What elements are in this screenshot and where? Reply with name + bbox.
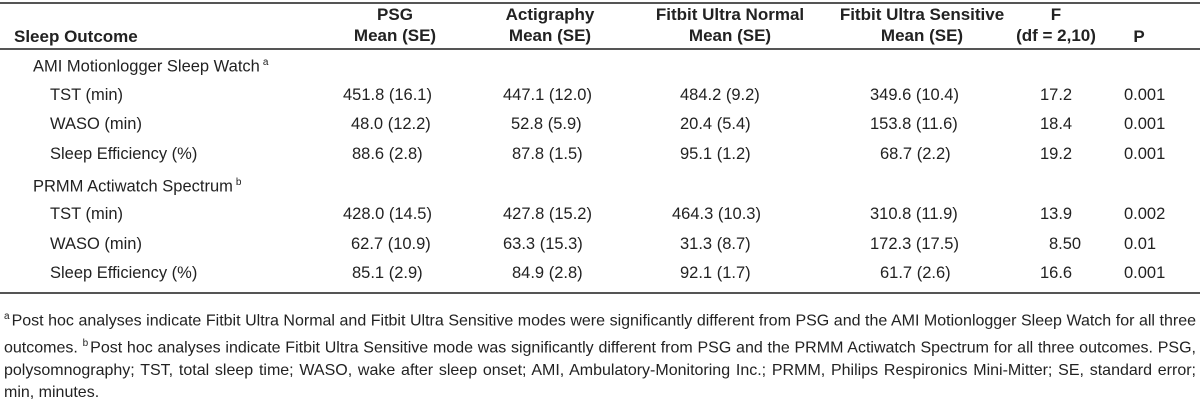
table-cell-fitbit-sensitive: 153.8 (11.6) (870, 115, 958, 133)
table-cell-fitbit-sensitive: 61.7 (2.6) (880, 264, 951, 282)
header-psg-label: PSG (377, 5, 413, 24)
header-fitbit-normal: Fitbit Ultra Normal Mean (SE) (640, 4, 820, 46)
table-row: Sleep Efficiency (%) (50, 145, 198, 163)
table-row: TST (min) (50, 86, 124, 104)
table-cell-actigraphy: 84.9 (2.8) (512, 264, 583, 282)
table-row: Sleep Efficiency (%) (50, 264, 198, 282)
header-actigraphy: Actigraphy Mean (SE) (480, 4, 620, 46)
table-cell-f: 19.2 (1040, 145, 1073, 163)
header-actigraphy-sub: Mean (SE) (508, 26, 592, 45)
header-fitbit-normal-sub: Mean (SE) (688, 26, 772, 45)
header-psg: PSG Mean (SE) (330, 4, 460, 46)
table-row: WASO (min) (50, 235, 142, 253)
table-row: WASO (min) (50, 115, 142, 133)
table-cell-psg: 88.6 (2.8) (352, 145, 423, 163)
table-cell-fitbit-normal: 31.3 (8.7) (680, 235, 751, 253)
table-top-rule (0, 2, 1200, 4)
table-cell-f: 18.4 (1040, 115, 1073, 133)
table-cell-actigraphy: 87.8 (1.5) (512, 145, 583, 163)
header-fitbit-sensitive: Fitbit Ultra Sensitive Mean (SE) (822, 4, 1022, 46)
table-cell-f: 13.9 (1040, 205, 1073, 223)
table-cell-actigraphy: 447.1 (12.0) (503, 86, 592, 104)
footnote-a-text: Post hoc analyses indicate Fitbit Ultra … (4, 312, 1196, 357)
table-cell-fitbit-normal: 464.3 (10.3) (672, 205, 761, 223)
table-row: TST (min) (50, 205, 124, 223)
table-cell-psg: 62.7 (10.9) (351, 235, 431, 253)
group-label-ami: AMI Motionlogger Sleep Watch a (33, 53, 268, 77)
header-psg-sub: Mean (SE) (353, 26, 437, 45)
footnote-a-marker: a (4, 311, 10, 322)
table-cell-psg: 48.0 (12.2) (351, 115, 431, 133)
header-actigraphy-label: Actigraphy (505, 5, 595, 24)
group-label-prmm: PRMM Actiwatch Spectrum b (33, 173, 241, 197)
table-cell-psg: 451.8 (16.1) (343, 86, 432, 104)
table-cell-fitbit-normal: 484.2 (9.2) (680, 86, 760, 104)
table-cell-fitbit-sensitive: 172.3 (17.5) (870, 235, 959, 253)
table-cell-psg: 428.0 (14.5) (343, 205, 432, 223)
header-fitbit-normal-label: Fitbit Ultra Normal (655, 5, 805, 24)
footnote-b-marker: b (82, 337, 89, 349)
table-cell-actigraphy: 52.8 (5.9) (511, 115, 582, 133)
group-ami-name: AMI Motionlogger Sleep Watch (33, 57, 260, 76)
header-f-label: F (1050, 5, 1062, 24)
table-cell-fitbit-normal: 92.1 (1.7) (680, 264, 751, 282)
table-cell-p: 0.001 (1124, 86, 1166, 104)
table-cell-f: 16.6 (1040, 264, 1073, 282)
table-cell-psg: 85.1 (2.9) (352, 264, 423, 282)
header-sleep-outcome: Sleep Outcome (14, 27, 138, 46)
footnote-b-text: Post hoc analyses indicate Fitbit Ultra … (4, 339, 1196, 402)
header-f: F (df = 2,10) (1008, 4, 1104, 46)
table-cell-actigraphy: 427.8 (15.2) (503, 205, 592, 223)
table-cell-fitbit-sensitive: 310.8 (11.9) (870, 205, 958, 223)
table-cell-fitbit-normal: 20.4 (5.4) (680, 115, 751, 133)
table-footnote: a Post hoc analyses indicate Fitbit Ultra… (4, 306, 1196, 405)
table-cell-f: 8.50 (1049, 235, 1082, 253)
table-cell-fitbit-sensitive: 68.7 (2.2) (880, 145, 951, 163)
header-rule (0, 48, 1200, 50)
table-cell-p: 0.01 (1124, 235, 1157, 253)
table-cell-fitbit-normal: 95.1 (1.2) (680, 145, 751, 163)
table-bottom-rule (0, 292, 1200, 294)
group-prmm-marker: b (235, 177, 242, 188)
header-p: P (1133, 27, 1145, 46)
group-ami-marker: a (262, 57, 269, 68)
table-cell-p: 0.002 (1124, 205, 1166, 223)
table-cell-f: 17.2 (1040, 86, 1073, 104)
group-prmm-name: PRMM Actiwatch Spectrum (33, 177, 233, 196)
table-cell-p: 0.001 (1124, 115, 1166, 133)
header-f-sub: (df = 2,10) (1016, 26, 1096, 45)
header-fitbit-sensitive-sub: Mean (SE) (880, 26, 964, 45)
table-cell-fitbit-sensitive: 349.6 (10.4) (870, 86, 959, 104)
table-cell-p: 0.001 (1124, 264, 1166, 282)
table-cell-p: 0.001 (1124, 145, 1166, 163)
table-cell-actigraphy: 63.3 (15.3) (503, 235, 583, 253)
header-fitbit-sensitive-label: Fitbit Ultra Sensitive (839, 5, 1005, 24)
